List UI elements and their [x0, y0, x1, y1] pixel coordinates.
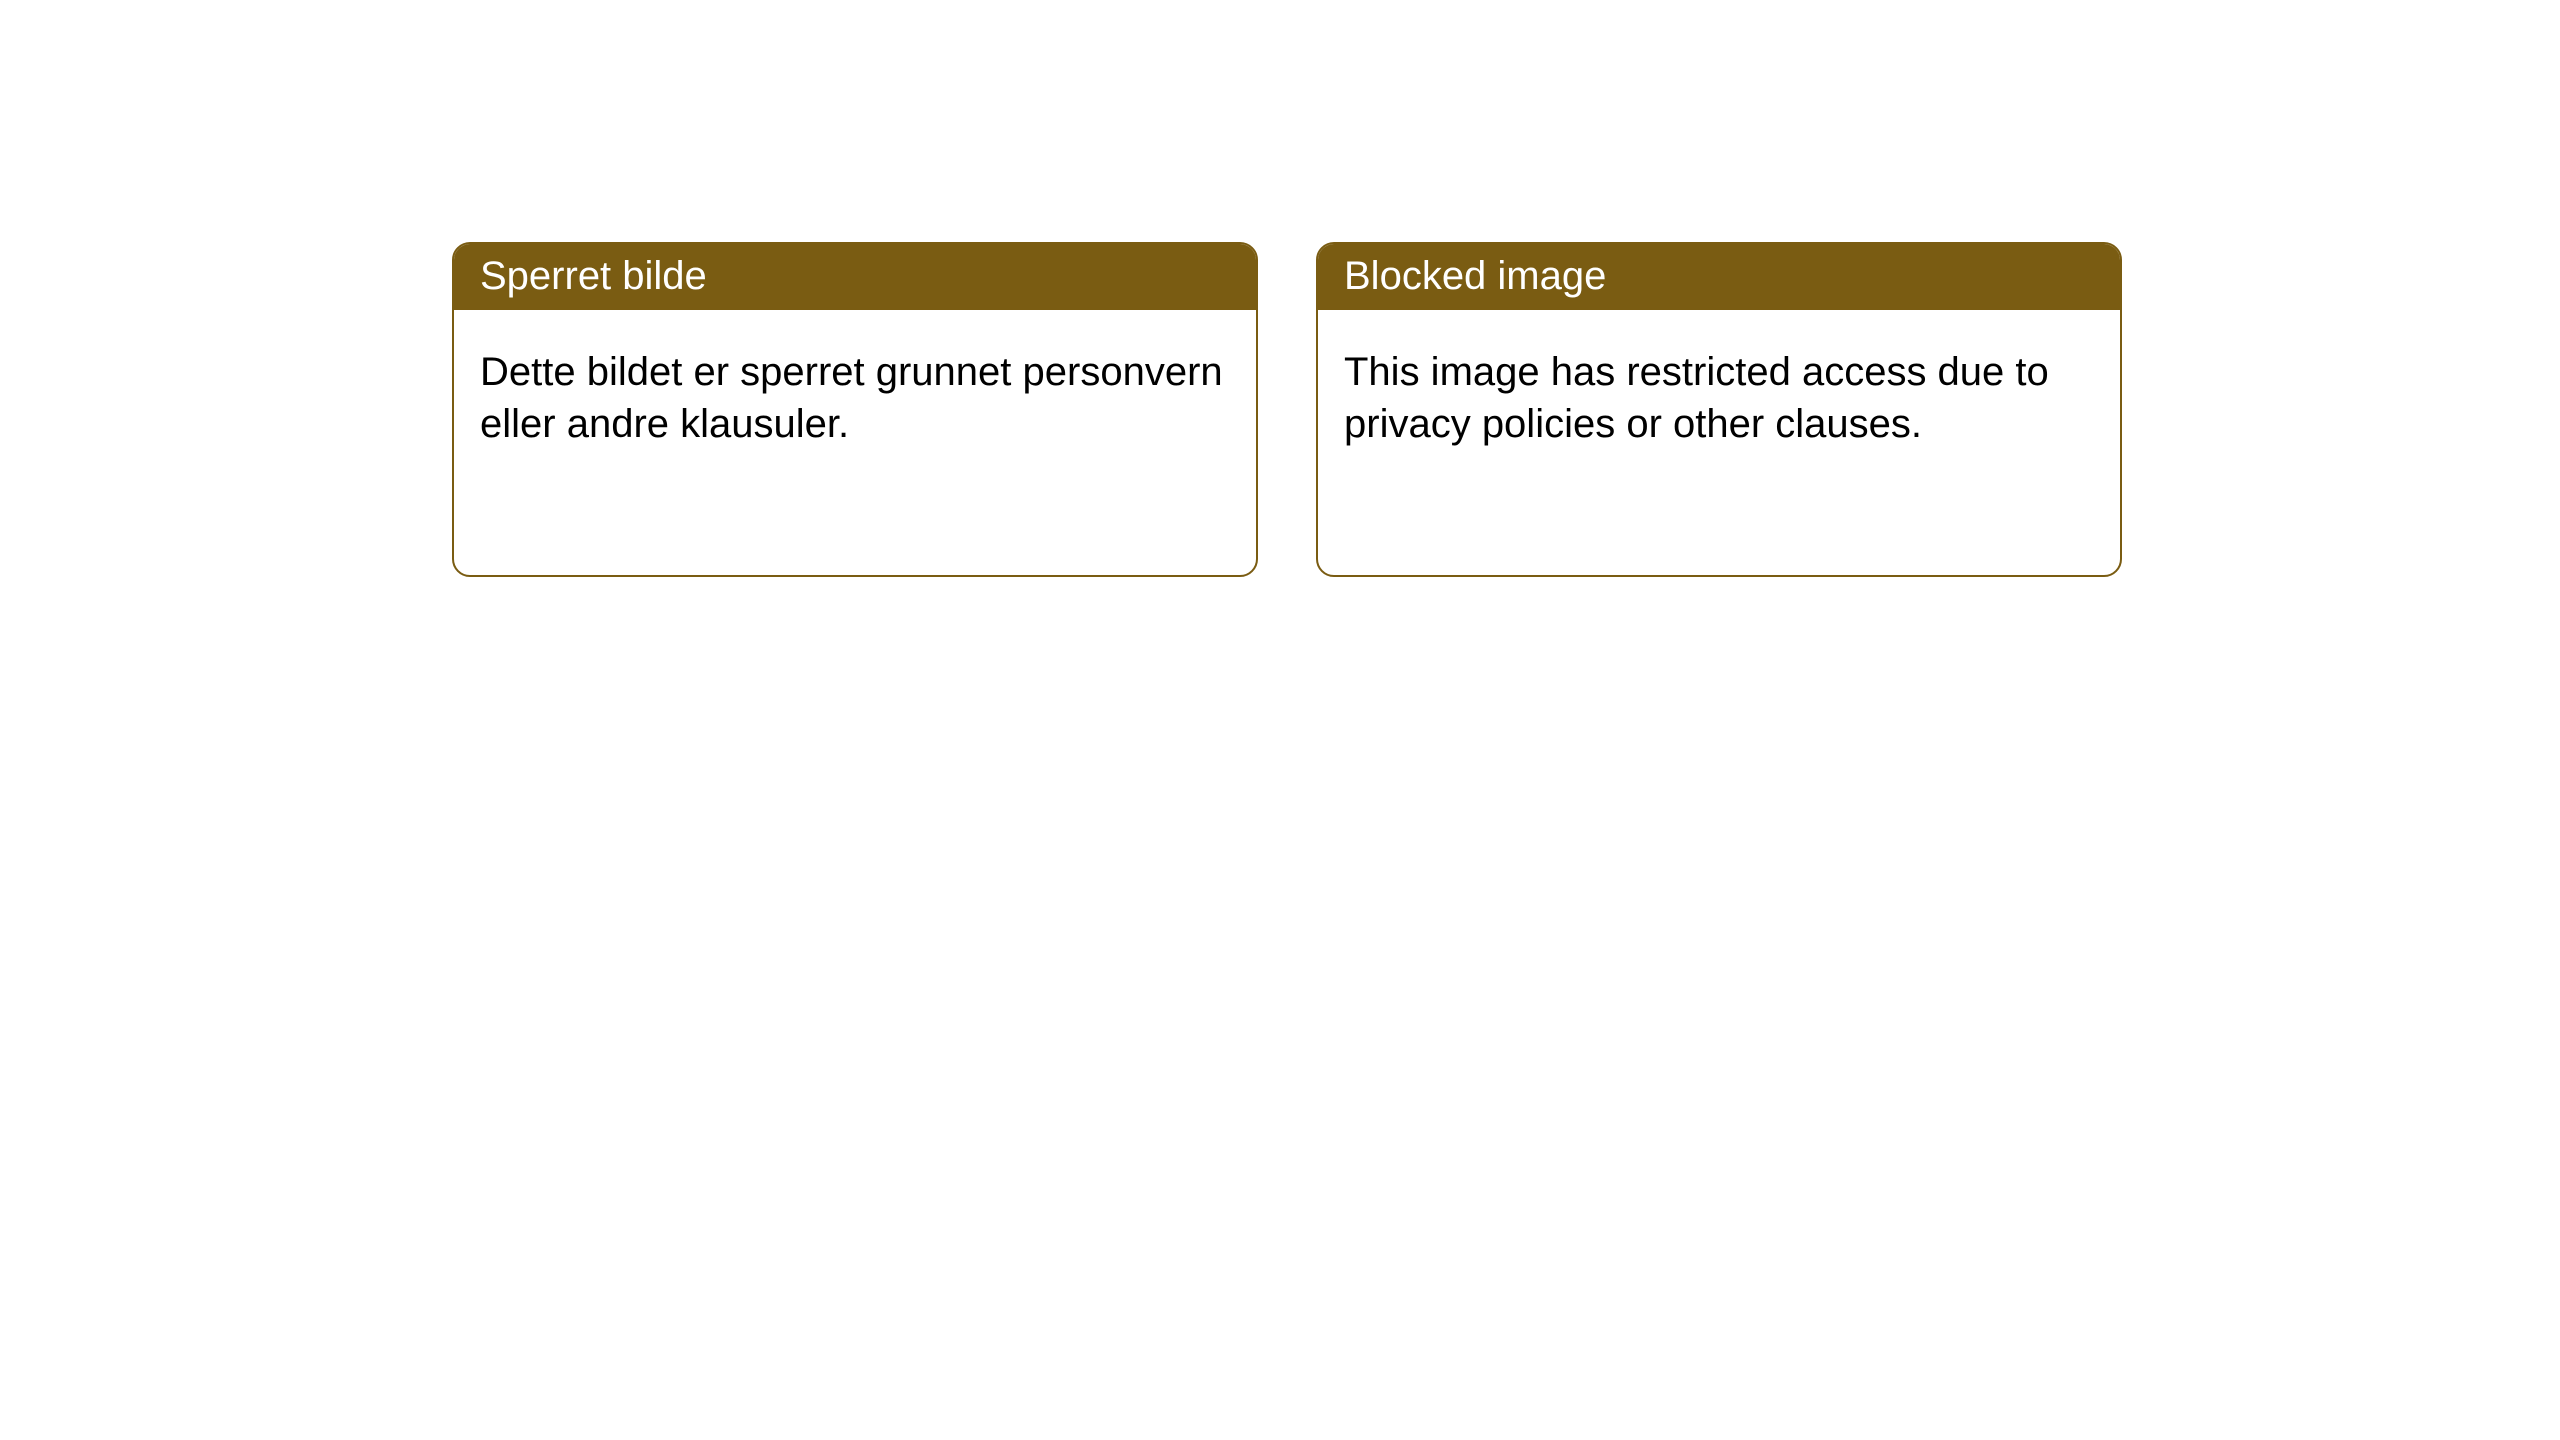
notice-title: Sperret bilde — [480, 254, 707, 298]
notice-container: Sperret bilde Dette bildet er sperret gr… — [0, 0, 2560, 577]
notice-message: Dette bildet er sperret grunnet personve… — [480, 350, 1223, 446]
notice-title: Blocked image — [1344, 254, 1606, 298]
notice-card-norwegian: Sperret bilde Dette bildet er sperret gr… — [452, 242, 1258, 577]
notice-body: This image has restricted access due to … — [1318, 310, 2120, 486]
notice-header: Sperret bilde — [454, 244, 1256, 310]
notice-body: Dette bildet er sperret grunnet personve… — [454, 310, 1256, 486]
notice-header: Blocked image — [1318, 244, 2120, 310]
notice-card-english: Blocked image This image has restricted … — [1316, 242, 2122, 577]
notice-message: This image has restricted access due to … — [1344, 350, 2049, 446]
